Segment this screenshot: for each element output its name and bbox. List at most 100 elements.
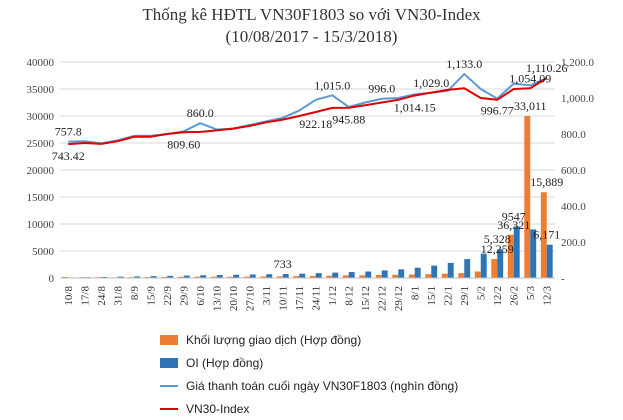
oi-bar [480, 253, 487, 278]
x-tick-label: 12/3 [542, 286, 554, 306]
x-tick-label: 5/2 [476, 286, 488, 300]
volume-bar [408, 274, 415, 278]
data-label: 12,259 [481, 242, 514, 256]
chart-subtitle: (10/08/2017 - 15/3/2018) [225, 27, 398, 46]
y-left-tick-label: 5000 [32, 246, 55, 258]
volume-bar [326, 275, 333, 278]
data-label: 860.0 [187, 106, 214, 120]
data-label: 1,029.0 [413, 76, 449, 90]
oi-bar [464, 259, 471, 278]
vn30-index-line [68, 77, 548, 146]
data-label: 1,133.0 [446, 57, 482, 71]
y-left-tick-label: 25000 [27, 138, 55, 150]
data-label: 922.18 [299, 117, 332, 131]
x-tick-label: 12/2 [492, 286, 504, 306]
volume-bar [260, 276, 267, 278]
x-tick-label: 24/11 [311, 286, 323, 311]
data-label: 1,015.0 [314, 78, 350, 92]
x-tick-label: 15/12 [360, 286, 372, 311]
x-tick-label: 29/9 [179, 286, 191, 306]
data-label: 15,889 [530, 175, 563, 189]
data-label: 1,014.15 [394, 100, 436, 114]
y-left-tick-label: 10000 [27, 219, 55, 231]
legend-label-vn30: VN30-Index [186, 401, 250, 416]
x-tick-label: 10/11 [278, 286, 290, 311]
volume-bar [507, 234, 514, 278]
data-label: 757.8 [55, 125, 82, 139]
oi-bar [266, 274, 273, 278]
y-right-tick-label: 1,000.0 [561, 93, 595, 105]
plot-area: 0 5000 10000 15000 20000 25000 30000 35000 40000… [27, 57, 595, 312]
y-left-tick-label: 40000 [27, 57, 55, 69]
data-label: 36,321 [497, 218, 530, 232]
volume-bar [293, 276, 300, 278]
data-label: 743.42 [52, 149, 85, 163]
oi-bar [315, 273, 322, 278]
legend-swatch-settlement [160, 384, 178, 387]
volume-bar [524, 116, 531, 278]
oi-bar [101, 276, 108, 278]
volume-bar [210, 276, 217, 278]
x-tick-label: 17/11 [294, 286, 306, 311]
volume-bar [540, 192, 547, 278]
x-tick-label: 31/8 [113, 286, 125, 306]
y-right-tick-label: 800.0 [561, 129, 586, 141]
data-label: 809.60 [167, 137, 200, 151]
x-tick-label: 15/9 [146, 286, 158, 306]
oi-bar [249, 274, 256, 278]
oi-bar [530, 229, 537, 278]
data-label: 996.0 [368, 82, 395, 96]
x-tick-label: 20/10 [228, 286, 240, 312]
oi-bar [216, 275, 223, 278]
data-label: 5,328 [484, 232, 511, 246]
data-label: 945.88 [332, 113, 365, 127]
x-tick-label: 15/1 [426, 286, 438, 306]
volume-bar [342, 275, 349, 278]
x-tick-label: 13/10 [212, 286, 224, 312]
oi-bar [513, 226, 520, 278]
data-label: 996.77 [481, 104, 514, 118]
x-tick-label: 29/1 [459, 286, 471, 306]
oi-bar [348, 272, 355, 278]
y-left-tick-label: 15000 [27, 192, 55, 204]
legend: Khối lượng giao dịch (Hợp đồng) OI (Hợp … [160, 328, 458, 420]
y-left-tick-label: 0 [49, 273, 55, 285]
y-right-tick-label: 400.0 [561, 201, 586, 213]
x-tick-label: 22/12 [377, 286, 389, 311]
y-left-tick-label: 35000 [27, 84, 55, 96]
data-label: 733 [274, 257, 292, 271]
y-right-tick-label: - [561, 273, 565, 285]
chart-title: Thống kê HĐTL VN30F1803 so với VN30-Inde… [142, 5, 481, 24]
legend-swatch-oi [160, 357, 178, 368]
x-tick-label: 8/9 [129, 286, 141, 301]
oi-bar [134, 276, 141, 278]
data-label: 6,171 [533, 228, 560, 242]
oi-bar [183, 275, 190, 278]
x-tick-label: 10/8 [63, 286, 75, 306]
oi-bar [431, 265, 438, 278]
oi-bar [299, 273, 306, 278]
oi-bar [150, 276, 157, 278]
legend-label-oi: OI (Hợp đồng) [186, 355, 264, 370]
oi-bar [497, 249, 504, 278]
x-tick-label: 24/8 [96, 286, 108, 306]
oi-bar [381, 270, 388, 278]
legend-label-settlement: Giá thanh toán cuối ngày VN30F1803 (nghì… [186, 378, 459, 393]
x-tick-label: 5/3 [525, 286, 537, 301]
legend-swatch-volume [160, 334, 178, 345]
oi-bar [282, 274, 289, 278]
y-left-tick-label: 20000 [27, 165, 55, 177]
legend-item-oi: OI (Hợp đồng) [160, 351, 458, 374]
volume-bar [392, 274, 399, 278]
volume-bar [177, 276, 184, 278]
volume-bar [474, 271, 481, 278]
data-label: 1,110.26 [526, 61, 568, 75]
data-label: 33,011 [514, 99, 547, 113]
x-tick-label: 22/1 [443, 286, 455, 306]
volume-bar [359, 275, 366, 278]
volume-bar [161, 276, 168, 278]
volume-bar [425, 274, 432, 278]
oi-bar [447, 262, 454, 278]
x-tick-label: 3/11 [261, 286, 273, 305]
